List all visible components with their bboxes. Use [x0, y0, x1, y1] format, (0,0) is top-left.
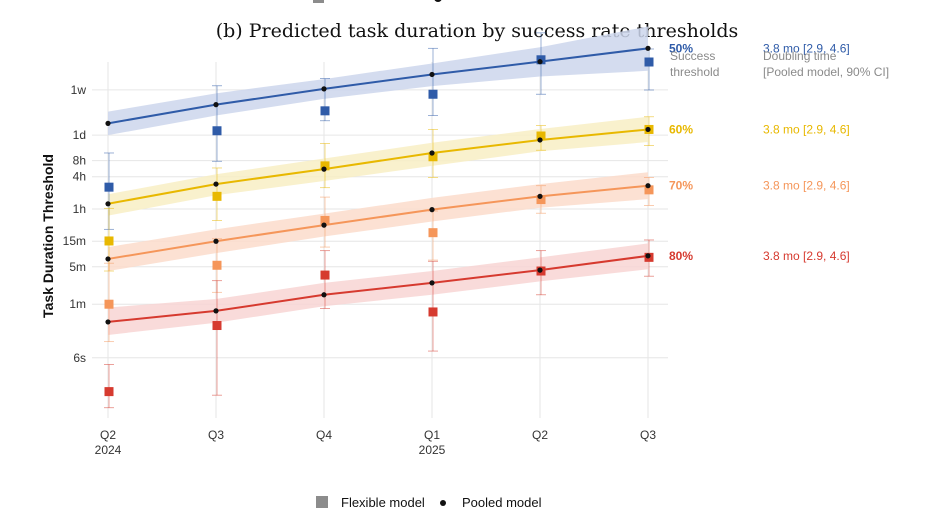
flexible-point [428, 89, 438, 99]
pooled-point [429, 150, 435, 156]
flexible-point [212, 191, 222, 201]
y-tick-label: 4h [73, 170, 86, 184]
pooled-point [105, 201, 111, 207]
pooled-point [537, 137, 543, 143]
flexible-point [320, 161, 330, 171]
y-tick-label: 15m [63, 234, 86, 248]
top-legend-square-icon [313, 0, 324, 3]
pooled-point [537, 193, 543, 199]
flexible-point [320, 270, 330, 280]
flexible-point [536, 195, 546, 205]
x-tick-label: Q3 [208, 428, 224, 442]
legend-flexible-label: Flexible model [341, 495, 425, 510]
flexible-point [212, 321, 222, 331]
confidence-band [108, 116, 648, 216]
legend-pooled-dot-icon [440, 500, 446, 506]
y-tick-label: 8h [73, 154, 86, 168]
legend-header-line: Success [670, 49, 715, 63]
legend-flexible-square-icon [316, 496, 328, 508]
legend-header-line: Doubling time [763, 49, 837, 63]
threshold-label: 70% [669, 179, 693, 193]
flexible-point [212, 260, 222, 270]
pooled-point [105, 120, 111, 126]
doubling-time-label: 3.8 mo [2.9, 4.6] [763, 249, 850, 263]
pooled-point [429, 71, 435, 78]
x-tick-label: 2024 [95, 443, 122, 457]
pooled-point [429, 207, 435, 213]
pooled-point [213, 102, 219, 108]
pooled-line [107, 128, 649, 205]
x-tick-label: 2025 [419, 443, 446, 457]
doubling-time-label: 3.8 mo [2.9, 4.6] [763, 179, 850, 193]
x-tick-label: Q3 [640, 428, 656, 442]
legend-header-line: threshold [670, 65, 719, 79]
pooled-point [321, 166, 327, 172]
threshold-label: 60% [669, 122, 693, 136]
doubling-time-label: 3.8 mo [2.9, 4.6] [763, 41, 850, 55]
x-tick-label: Q1 [424, 428, 440, 442]
pooled-line [107, 47, 649, 125]
threshold-label: 80% [669, 249, 693, 263]
y-tick-label: 1h [73, 202, 86, 216]
flexible-point [104, 299, 114, 309]
pooled-point [645, 183, 651, 189]
bottom-legend: Flexible model Pooled model [316, 495, 542, 510]
flexible-point [428, 228, 438, 238]
pooled-point [213, 308, 219, 314]
x-tick-label: Q4 [316, 428, 332, 442]
y-tick-label: 1d [73, 128, 86, 142]
pooled-point [321, 86, 327, 92]
flexible-point [428, 307, 438, 317]
pooled-point [645, 253, 651, 259]
flexible-point [536, 131, 546, 141]
pooled-point [537, 59, 543, 65]
y-tick-label: 1m [69, 297, 86, 311]
legend-pooled-label: Pooled model [462, 495, 542, 510]
flexible-point [104, 182, 114, 192]
pooled-point [105, 319, 111, 325]
doubling-time-label: 3.8 mo [2.9, 4.6] [763, 122, 850, 136]
flexible-point [104, 236, 114, 246]
legend-header-line: [Pooled model, 90% CI] [763, 65, 889, 79]
legend-header-doubling: Doubling time [Pooled model, 90% CI] [763, 49, 889, 79]
y-axis-label: Task Duration Threshold [40, 154, 56, 318]
y-tick-label: 1w [71, 83, 87, 97]
flexible-point [104, 387, 114, 397]
top-legend-dot-icon [434, 0, 442, 2]
pooled-point [537, 267, 543, 273]
pooled-lines [107, 47, 649, 323]
x-tick-label: Q2 [100, 428, 116, 442]
y-tick-label: 6s [73, 351, 86, 365]
flexible-point [320, 215, 330, 225]
pooled-point [645, 45, 651, 51]
legend-header-threshold: Success threshold [670, 49, 719, 79]
top-legend-remnant [313, 0, 442, 3]
pooled-point [321, 292, 327, 298]
flexible-point [644, 57, 654, 67]
y-tick-label: 5m [69, 260, 86, 274]
markers [104, 45, 654, 397]
flexible-point [428, 152, 438, 162]
pooled-point [213, 238, 219, 244]
flexible-point [644, 185, 654, 195]
pooled-point [429, 280, 435, 286]
pooled-point [321, 222, 327, 228]
pooled-point [645, 126, 651, 133]
flexible-point [212, 126, 222, 136]
confidence-band [108, 172, 648, 272]
pooled-line [107, 184, 649, 260]
pooled-point [105, 256, 111, 262]
pooled-line [107, 254, 649, 323]
threshold-label: 50% [669, 41, 693, 55]
flexible-point [320, 106, 330, 116]
chart-title: (b) Predicted task duration by success r… [216, 20, 739, 42]
pooled-point [213, 181, 219, 187]
x-tick-label: Q2 [532, 428, 548, 442]
